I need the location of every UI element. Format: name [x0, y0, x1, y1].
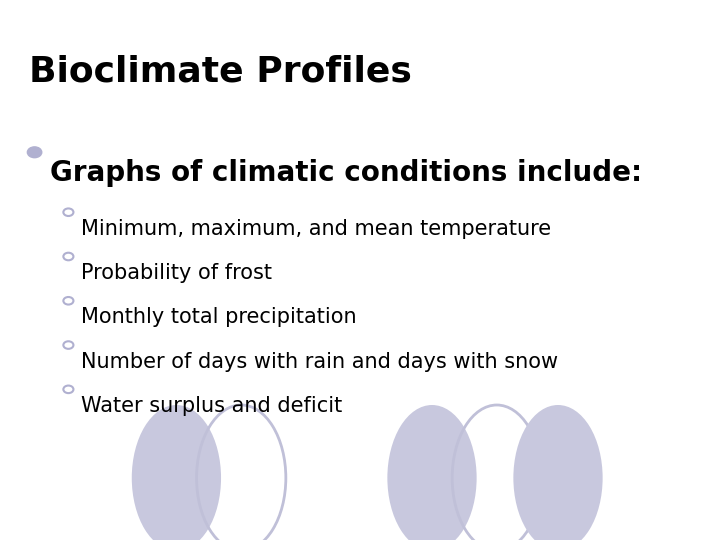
- Text: Monthly total precipitation: Monthly total precipitation: [81, 307, 357, 327]
- Ellipse shape: [387, 405, 477, 540]
- Text: Water surplus and deficit: Water surplus and deficit: [81, 396, 343, 416]
- Ellipse shape: [513, 405, 603, 540]
- Text: Bioclimate Profiles: Bioclimate Profiles: [29, 54, 412, 88]
- Text: Number of days with rain and days with snow: Number of days with rain and days with s…: [81, 352, 559, 372]
- Text: Graphs of climatic conditions include:: Graphs of climatic conditions include:: [50, 159, 642, 187]
- Ellipse shape: [132, 405, 221, 540]
- Text: Minimum, maximum, and mean temperature: Minimum, maximum, and mean temperature: [81, 219, 552, 239]
- Circle shape: [27, 147, 42, 158]
- Text: Probability of frost: Probability of frost: [81, 263, 272, 283]
